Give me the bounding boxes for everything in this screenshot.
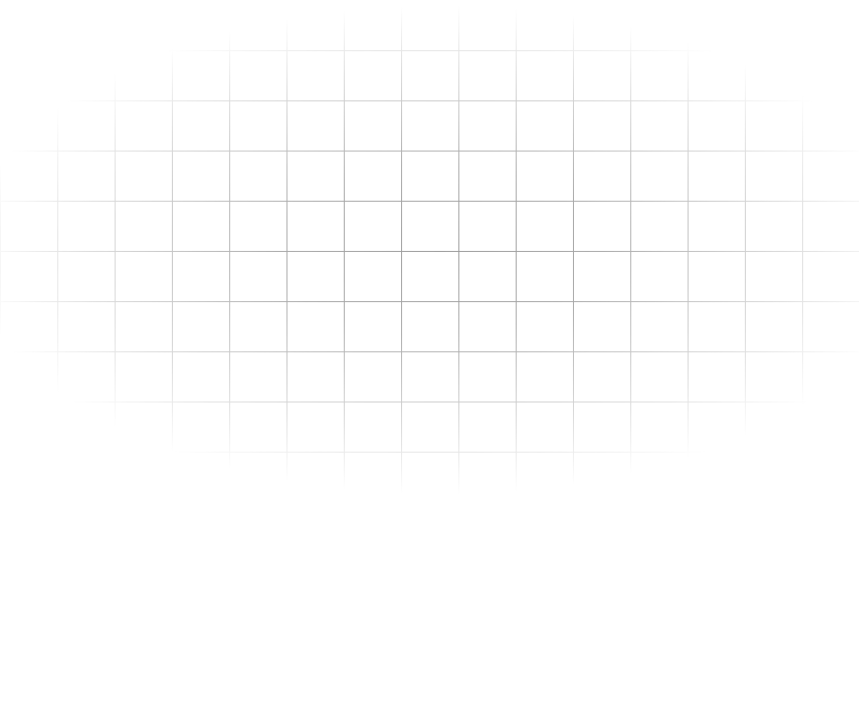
background-grid-pattern — [0, 0, 859, 709]
background-canvas — [0, 0, 859, 709]
